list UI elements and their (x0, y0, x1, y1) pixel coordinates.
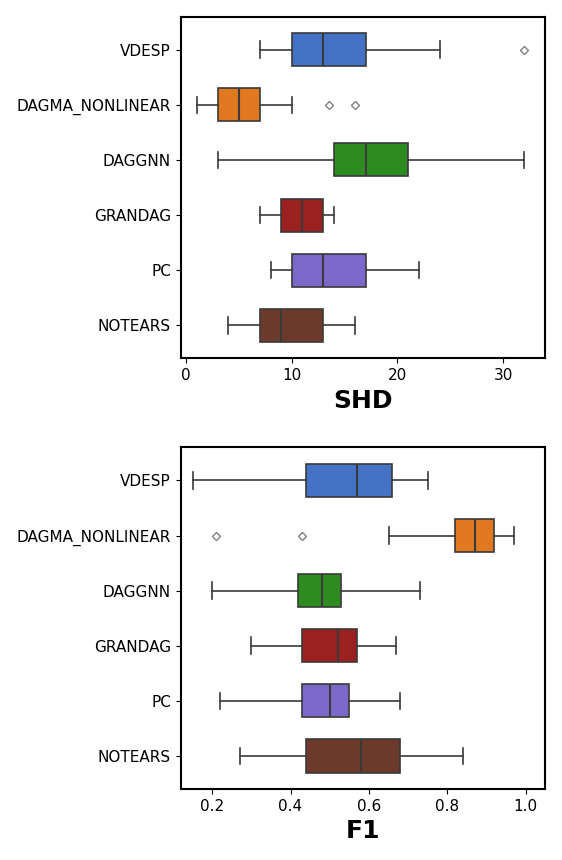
PathPatch shape (306, 464, 392, 497)
X-axis label: SHD: SHD (333, 389, 393, 413)
PathPatch shape (281, 199, 323, 231)
PathPatch shape (302, 685, 350, 717)
PathPatch shape (292, 254, 366, 286)
PathPatch shape (306, 740, 400, 772)
X-axis label: F1: F1 (346, 820, 380, 844)
PathPatch shape (302, 630, 357, 662)
PathPatch shape (260, 309, 323, 341)
PathPatch shape (334, 144, 408, 176)
PathPatch shape (298, 574, 342, 607)
PathPatch shape (292, 34, 366, 66)
PathPatch shape (455, 519, 495, 552)
PathPatch shape (217, 89, 260, 121)
